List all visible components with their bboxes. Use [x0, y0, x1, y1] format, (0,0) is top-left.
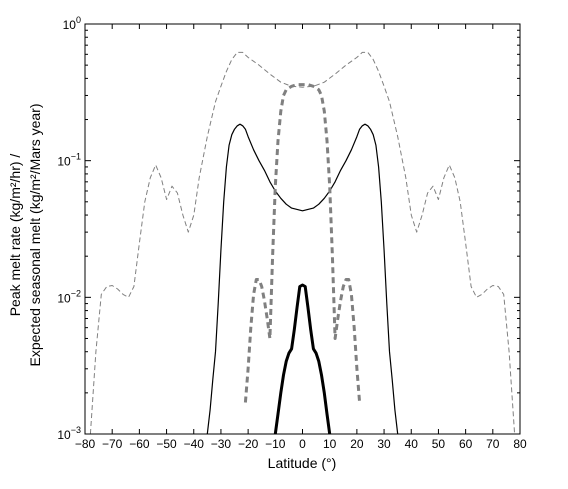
- x-tick-label: 0: [299, 437, 306, 451]
- series-line-thick-dashed: [243, 83, 362, 403]
- x-tick-label: 50: [432, 437, 446, 451]
- x-tick-label: 30: [377, 437, 391, 451]
- y-tick-label: 10−2: [57, 288, 81, 305]
- x-axis-label: Latitude (°): [268, 455, 337, 471]
- x-tick-label: 60: [459, 437, 473, 451]
- series-line-thin-solid: [206, 123, 399, 435]
- x-tick-label: −80: [75, 437, 96, 451]
- x-tick-label: −10: [265, 437, 286, 451]
- x-tick-label: 10: [323, 437, 337, 451]
- y-axis-label-line2: Expected seasonal melt (kg/m²/Mars year): [27, 104, 43, 367]
- x-tick-label: −60: [129, 437, 150, 451]
- x-tick-label: 80: [513, 437, 527, 451]
- x-tick-label: −40: [184, 437, 205, 451]
- series-line-thin-dashed: [89, 51, 516, 435]
- y-tick-label: 10−1: [57, 152, 81, 169]
- y-tick-label: 10−3: [57, 425, 81, 442]
- y-axis-label-line1: Peak melt rate (kg/m²/hr) /: [7, 154, 23, 317]
- series-layer: [89, 51, 516, 435]
- x-tick-label: 70: [486, 437, 500, 451]
- x-tick-label: −50: [156, 437, 177, 451]
- ticks-layer: −80 −70 −60 −50 −40 −30 −20 −10 0 10 20 30 40 50 60 70 8…: [57, 15, 527, 451]
- x-tick-label: 40: [405, 437, 419, 451]
- x-tick-label: −20: [238, 437, 259, 451]
- x-tick-label: −30: [211, 437, 232, 451]
- series-line-thick-solid: [273, 283, 332, 435]
- x-tick-label: 20: [350, 437, 364, 451]
- x-tick-label: −70: [102, 437, 123, 451]
- y-tick-label: 100: [63, 15, 81, 32]
